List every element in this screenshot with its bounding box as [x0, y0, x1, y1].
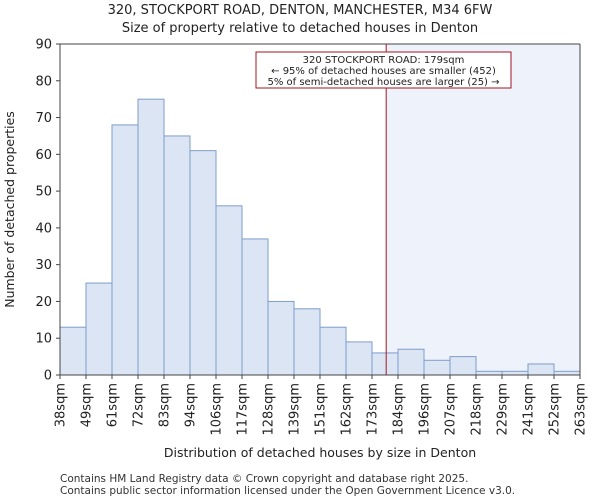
histogram-bar	[267, 300, 295, 376]
x-tick-label: 61sqm	[106, 383, 121, 427]
y-tick-label: 80	[35, 74, 52, 89]
histogram-bar	[241, 238, 269, 376]
histogram-bar	[293, 308, 321, 376]
x-tick-label: 229sqm	[496, 383, 511, 436]
histogram-bar	[189, 150, 217, 376]
x-tick-label: 196sqm	[418, 383, 433, 436]
histogram-bar	[423, 359, 451, 376]
x-tick-label: 252sqm	[548, 383, 563, 436]
y-tick-label: 70	[35, 111, 52, 126]
x-tick-label: 128sqm	[262, 383, 277, 436]
histogram-bar	[527, 363, 555, 376]
x-tick-label: 207sqm	[444, 383, 459, 436]
y-axis-title: Number of detached properties	[2, 111, 17, 308]
x-tick-label: 83sqm	[158, 383, 173, 427]
x-tick-label: 117sqm	[236, 383, 251, 436]
x-tick-label: 263sqm	[574, 383, 589, 436]
y-tick-label: 10	[35, 332, 52, 347]
histogram-bar	[163, 135, 191, 376]
x-tick-label: 72sqm	[132, 383, 147, 427]
y-tick-label: 0	[44, 369, 52, 384]
footer-line-2: Contains public sector information licen…	[60, 485, 516, 497]
histogram-bar	[85, 282, 113, 376]
histogram-bar	[319, 326, 347, 376]
histogram-bar	[215, 205, 243, 376]
annotation-line: 320 STOCKPORT ROAD: 179sqm	[303, 55, 465, 66]
footer-line-1: Contains HM Land Registry data © Crown c…	[60, 473, 469, 485]
x-axis-title: Distribution of detached houses by size …	[164, 445, 476, 460]
histogram-bar	[111, 124, 139, 376]
annotation-line: 5% of semi-detached houses are larger (2…	[267, 77, 499, 88]
histogram-bar	[501, 370, 529, 376]
x-tick-label: 241sqm	[522, 383, 537, 436]
x-tick-label: 151sqm	[314, 383, 329, 436]
y-tick-label: 90	[35, 38, 52, 53]
y-tick-label: 40	[35, 221, 52, 236]
histogram-bar	[371, 352, 399, 376]
chart-title: 320, STOCKPORT ROAD, DENTON, MANCHESTER,…	[107, 3, 493, 18]
x-tick-label: 184sqm	[392, 383, 407, 436]
x-tick-label: 49sqm	[80, 383, 95, 427]
x-tick-label: 38sqm	[54, 383, 69, 427]
x-tick-label: 162sqm	[340, 383, 355, 436]
y-tick-label: 50	[35, 185, 52, 200]
x-tick-label: 139sqm	[288, 383, 303, 436]
histogram-bar	[553, 370, 581, 376]
annotation-box	[255, 51, 512, 89]
histogram-bar	[137, 98, 165, 376]
x-tick-label: 94sqm	[184, 383, 199, 427]
histogram-bar	[449, 356, 477, 376]
y-tick-label: 20	[35, 295, 52, 310]
annotation-line: ← 95% of detached houses are smaller (45…	[271, 66, 496, 77]
histogram-bar	[345, 341, 373, 376]
x-tick-label: 218sqm	[470, 383, 485, 436]
histogram-bar	[397, 348, 425, 376]
y-tick-label: 30	[35, 258, 52, 273]
chart-subtitle: Size of property relative to detached ho…	[121, 21, 479, 36]
histogram-bar	[59, 326, 87, 376]
x-tick-label: 106sqm	[210, 383, 225, 436]
x-tick-label: 173sqm	[366, 383, 381, 436]
highlight-region	[386, 44, 580, 375]
histogram-bar	[475, 370, 503, 376]
y-tick-label: 60	[35, 148, 52, 163]
